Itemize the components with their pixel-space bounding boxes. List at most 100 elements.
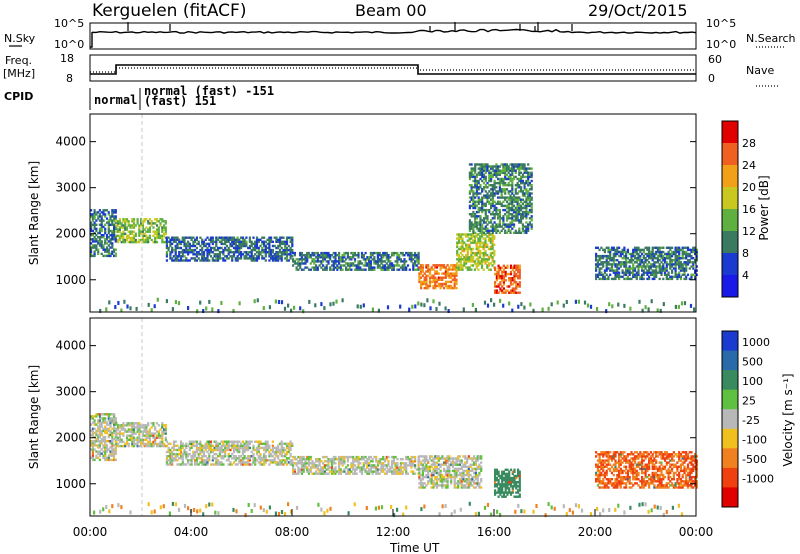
power-cell [475, 175, 478, 179]
power-cell [132, 218, 136, 221]
velocity-cell [369, 470, 372, 473]
power-cell [357, 254, 360, 257]
power-cell [197, 253, 200, 256]
power-cell [215, 244, 218, 248]
power-cell [520, 204, 523, 208]
velocity-cell [183, 448, 186, 452]
power-cell [169, 257, 172, 260]
power-cell [209, 240, 213, 243]
power-cell [394, 264, 397, 267]
power-cell [598, 267, 601, 270]
power-cell [232, 240, 236, 243]
power-cell [479, 219, 482, 222]
power-cell [178, 251, 181, 254]
power-cell [435, 280, 439, 284]
power-cell [211, 307, 214, 312]
power-cell [468, 268, 471, 271]
power-cell [504, 177, 507, 181]
power-cell [401, 266, 404, 269]
power-cell [482, 202, 486, 205]
nave-tick-high: 60 [708, 53, 722, 66]
power-cell [313, 254, 316, 257]
power-cell [468, 219, 471, 222]
power-cell [316, 268, 319, 271]
velocity-cell [109, 446, 112, 449]
velocity-cell [330, 466, 334, 469]
power-cell [247, 253, 250, 256]
power-cell [642, 265, 645, 268]
power-cell [504, 165, 507, 168]
power-cell [192, 248, 195, 252]
power-cell [456, 251, 459, 255]
power-cell [313, 260, 316, 263]
velocity-cell [98, 446, 101, 449]
power-cell [406, 251, 410, 255]
velocity-cell [114, 458, 117, 462]
power-cell [625, 250, 628, 254]
velocity-cell [100, 448, 103, 451]
velocity-cell [352, 460, 355, 463]
power-cell [192, 251, 195, 254]
power-cell [275, 259, 278, 262]
power-cell [669, 248, 672, 252]
velocity-cell [98, 440, 101, 443]
power-cell [97, 211, 100, 214]
velocity-cell [98, 442, 101, 445]
power-cell [614, 263, 617, 266]
power-cell [215, 242, 218, 246]
power-cell [472, 194, 475, 197]
power-cell [502, 165, 505, 168]
power-cell [493, 188, 496, 191]
power-cell [111, 238, 114, 241]
power-cell [600, 263, 603, 266]
power-cell [500, 171, 503, 174]
power-cell [359, 260, 362, 263]
count-tick-low-left: 10^0 [54, 38, 84, 51]
power-cell [490, 206, 493, 210]
velocity-cell [385, 455, 388, 459]
velocity-cell [309, 470, 312, 473]
power-cell [197, 242, 200, 246]
power-cell [646, 273, 649, 276]
velocity-cell [181, 452, 184, 456]
power-cell [495, 169, 498, 172]
power-cell [690, 273, 693, 276]
power-cell [204, 238, 207, 241]
power-cell [665, 252, 668, 256]
power-cell [418, 276, 421, 279]
power-cell [383, 260, 387, 263]
velocity-cell [259, 461, 262, 464]
power-cell [100, 246, 103, 249]
velocity-cell [297, 470, 300, 473]
velocity-cell [97, 413, 100, 416]
power-cell [293, 251, 296, 255]
velocity-cell [261, 463, 264, 466]
power-cell [515, 291, 518, 294]
power-cell [609, 273, 612, 276]
power-cell [498, 188, 501, 191]
velocity-cell [406, 472, 410, 475]
power-cell [516, 181, 519, 185]
power-cell [521, 198, 524, 201]
power-cell [323, 251, 326, 255]
power-cell [398, 264, 401, 267]
velocity-cell [285, 459, 289, 462]
power-cell [482, 177, 486, 181]
power-cell [138, 224, 141, 227]
power-cell [630, 257, 633, 260]
velocity-cell [425, 469, 428, 473]
velocity-cell [345, 466, 348, 469]
power-cell [111, 219, 114, 222]
velocity-cell [355, 466, 358, 469]
velocity-cell [165, 440, 168, 443]
power-colorbar-tick: 16 [742, 203, 756, 216]
power-cell [163, 228, 166, 231]
velocity-cell [282, 463, 285, 466]
velocity-cell [357, 464, 360, 467]
velocity-cell [275, 461, 278, 464]
velocity-cell [111, 458, 114, 462]
velocity-cell [111, 448, 114, 451]
power-cell [635, 250, 638, 254]
power-cell [495, 227, 498, 230]
power-cell [391, 266, 394, 269]
